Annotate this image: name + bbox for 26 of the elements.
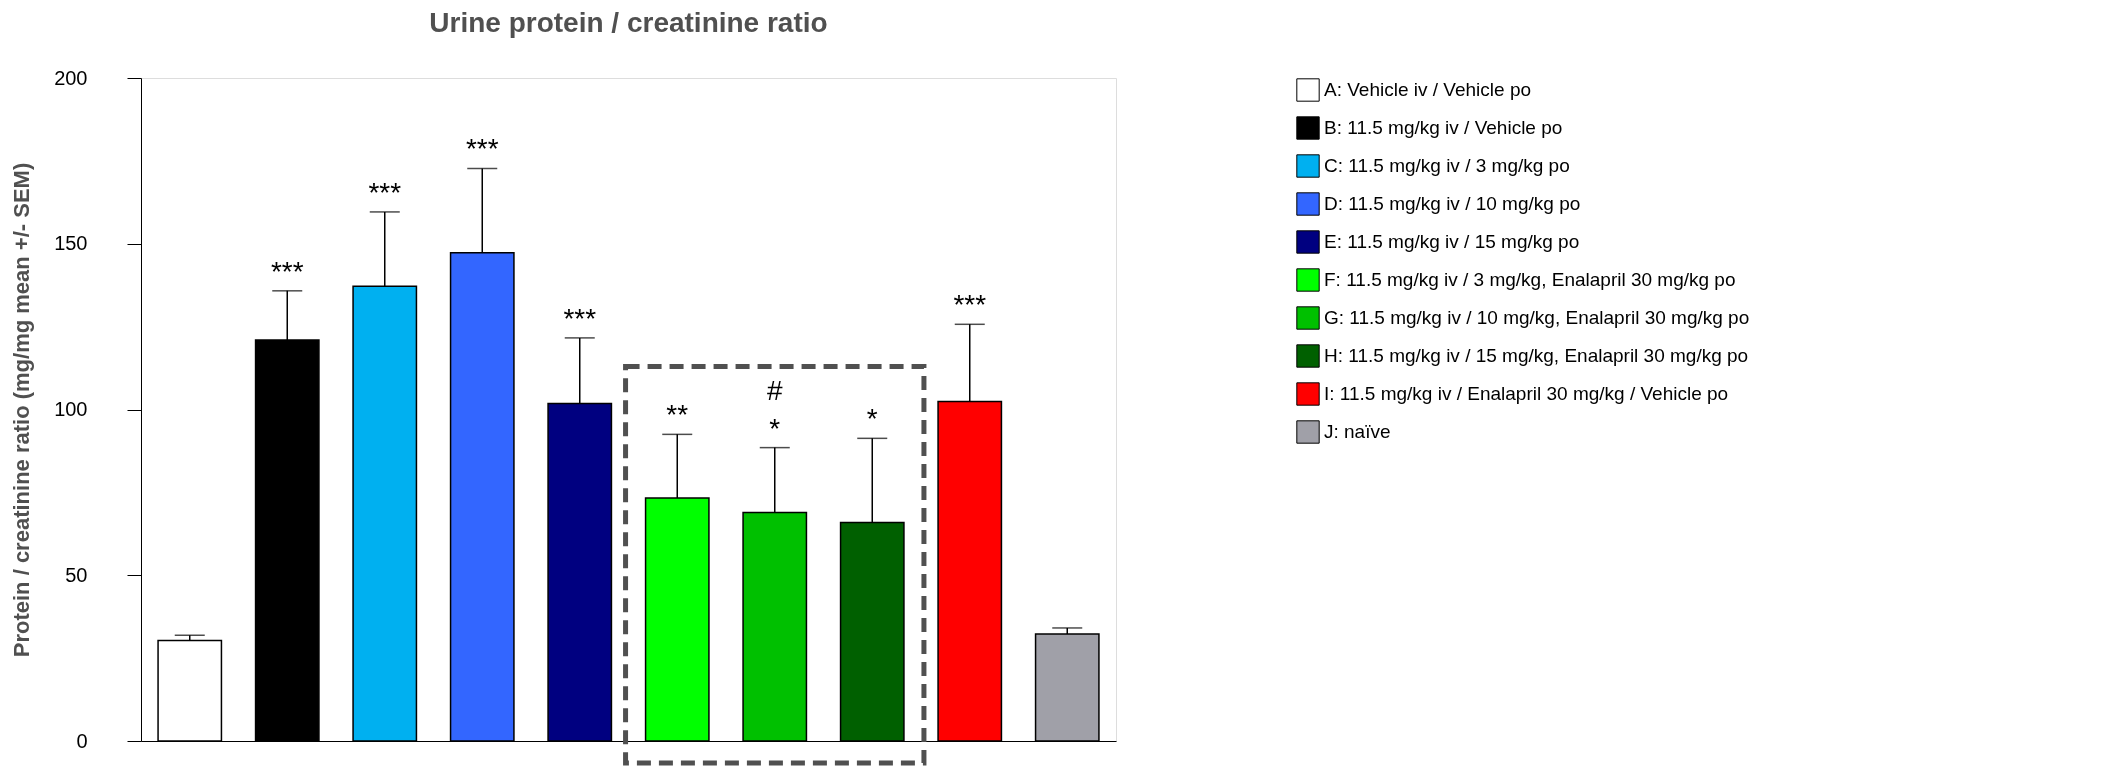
legend-label: F: 11.5 mg/kg iv / 3 mg/kg, Enalapril 30 mg/kg po (1324, 269, 1736, 290)
y-tick-label: 50 (65, 563, 88, 586)
legend-label: B: 11.5 mg/kg iv / Vehicle po (1324, 117, 1563, 138)
legend-label: I: 11.5 mg/kg iv / Enalapril 30 mg/kg / Vehicle po (1324, 383, 1729, 404)
annotation: ** (666, 399, 689, 431)
chart-title: Urine protein / creatinine ratio (429, 7, 828, 38)
annotation: * (769, 412, 781, 444)
legend-label: A: Vehicle iv / Vehicle po (1324, 79, 1532, 100)
y-axis-title: Protein / creatinine ratio (mg/mg mean +/- SEM) (9, 162, 35, 658)
legend-label: G: 11.5 mg/kg iv / 10 mg/kg, Enalapril 30 mg/kg po (1324, 307, 1750, 328)
annotation: * (866, 403, 878, 435)
y-tick-label: 100 (54, 398, 88, 420)
legend-label: E: 11.5 mg/kg iv / 15 mg/kg po (1324, 231, 1580, 252)
annotation: *** (563, 302, 597, 334)
legend-label: C: 11.5 mg/kg iv / 3 mg/kg po (1324, 155, 1570, 176)
annotation: *** (465, 133, 499, 165)
annotation: *** (953, 289, 987, 321)
annotation: *** (270, 255, 304, 287)
annotation: # (766, 374, 783, 406)
legend-label: J: naïve (1324, 421, 1391, 442)
y-tick-label: 200 (54, 66, 88, 89)
y-tick-label: 0 (76, 729, 88, 752)
legend-label: D: 11.5 mg/kg iv / 10 mg/kg po (1324, 193, 1581, 214)
y-tick-label: 150 (54, 232, 88, 255)
annotation: *** (368, 176, 402, 208)
legend-label: H: 11.5 mg/kg iv / 15 mg/kg, Enalapril 30 mg/kg po (1324, 345, 1749, 366)
